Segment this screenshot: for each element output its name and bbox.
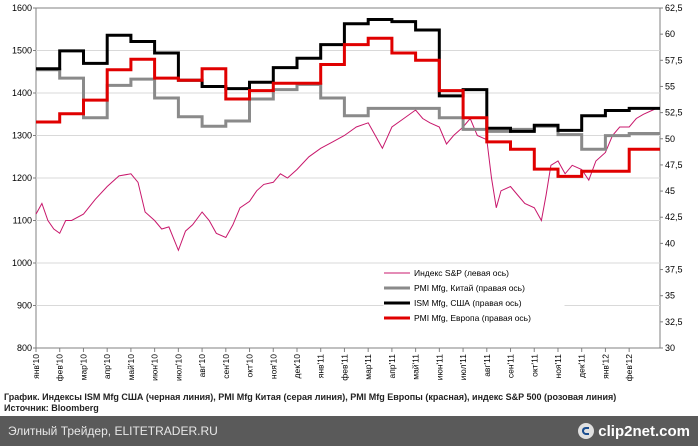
right-tick-label: 57,5 <box>665 55 683 65</box>
x-tick-label: мар'10 <box>78 354 88 381</box>
x-tick-label: май'10 <box>126 354 136 381</box>
left-tick-label: 1100 <box>13 216 32 226</box>
x-tick-label: апр'10 <box>102 354 112 379</box>
legend-box <box>383 263 565 329</box>
x-tick-label: янв'11 <box>316 354 326 379</box>
x-tick-label: авг'10 <box>197 354 207 378</box>
right-tick-label: 52,5 <box>665 108 683 118</box>
series-line-0 <box>35 107 658 252</box>
right-tick-label: 55 <box>665 81 675 91</box>
left-tick-label: 900 <box>17 301 32 311</box>
left-tick-label: 1300 <box>12 131 32 141</box>
x-tick-label: апр'11 <box>387 354 397 379</box>
right-tick-label: 35 <box>665 291 675 301</box>
pmi-sp500-chart: 800 900 1000 1100 1200 1300 1400 1500 1600 30 32,5… <box>12 3 683 381</box>
x-tick-label: окт'11 <box>529 354 539 377</box>
right-tick-label: 37,5 <box>665 265 683 275</box>
left-tick-label: 1400 <box>12 88 32 98</box>
left-tick-label: 1200 <box>12 173 32 183</box>
x-tick-label: янв'10 <box>31 354 41 379</box>
x-tick-label: июл'10 <box>173 354 183 381</box>
x-tick-label: июн'11 <box>434 354 444 381</box>
legend-label: PMI Mfg, Европа (правая ось) <box>414 313 531 323</box>
x-tick-label: фев'11 <box>339 354 349 381</box>
x-tick-label: авг'11 <box>482 354 492 377</box>
right-tick-label: 40 <box>665 238 675 248</box>
chart-axes: 800 900 1000 1100 1200 1300 1400 1500 1600 30 32,5… <box>12 3 683 381</box>
x-tick-label: сен'11 <box>506 354 516 378</box>
legend-label: ISM Mfg, США (правая ось) <box>414 298 522 308</box>
legend-label: PMI Mfg, Китай (правая ось) <box>414 283 525 293</box>
right-tick-label: 42,5 <box>665 212 683 222</box>
x-tick-label: фев'12 <box>624 354 634 382</box>
x-tick-label: июн'10 <box>150 354 160 381</box>
x-tick-label: фев'10 <box>55 354 65 382</box>
x-tick-label: ноя'10 <box>268 354 278 379</box>
right-tick-label: 62,5 <box>665 3 683 13</box>
x-tick-label: сен'10 <box>221 354 231 379</box>
right-tick-label: 47,5 <box>665 160 683 170</box>
brand-name: clip2net.com <box>598 422 690 440</box>
series-line-3 <box>36 36 660 178</box>
x-tick-label: июл'11 <box>458 354 468 381</box>
x-tick-label: ноя'11 <box>553 354 563 379</box>
right-tick-label: 45 <box>665 186 675 196</box>
left-tick-label: 1600 <box>12 3 32 13</box>
chart-area: 800 900 1000 1100 1200 1300 1400 1500 1600 30 32,5… <box>12 3 683 381</box>
footer-bar: Элитный Трейдер, ELITETRADER.RU clip2net… <box>0 416 698 446</box>
caption-source: Источник: Bloomberg <box>4 403 99 413</box>
x-tick-label: дек'10 <box>292 354 302 379</box>
caption-line-1: График. Индексы ISM Mfg США (черная лини… <box>4 392 617 402</box>
x-tick-label: дек'11 <box>577 354 587 378</box>
clip2net-brand[interactable]: clip2net.com <box>578 422 690 440</box>
x-tick-label: май'11 <box>411 354 421 380</box>
right-tick-label: 50 <box>665 134 675 144</box>
right-tick-label: 32,5 <box>665 317 683 327</box>
clip-icon <box>578 423 595 439</box>
right-tick-label: 60 <box>665 29 675 39</box>
x-tick-label: окт'10 <box>245 354 255 378</box>
x-tick-label: мар'11 <box>363 354 373 380</box>
left-tick-label: 1000 <box>12 258 32 268</box>
x-tick-label: янв'12 <box>600 354 610 379</box>
chart-caption: График. Индексы ISM Mfg США (черная лини… <box>4 392 698 414</box>
legend-label: Индекс S&P (левая ось) <box>414 268 509 278</box>
chart-legend: Индекс S&P (левая ось) PMI Mfg, Китай (пр… <box>383 263 565 329</box>
left-tick-label: 1500 <box>12 46 32 56</box>
left-tick-label: 800 <box>17 343 32 353</box>
site-credit: Элитный Трейдер, ELITETRADER.RU <box>8 424 218 438</box>
chart-series <box>35 18 660 252</box>
right-tick-label: 30 <box>665 343 675 353</box>
series-line-2 <box>36 18 660 133</box>
